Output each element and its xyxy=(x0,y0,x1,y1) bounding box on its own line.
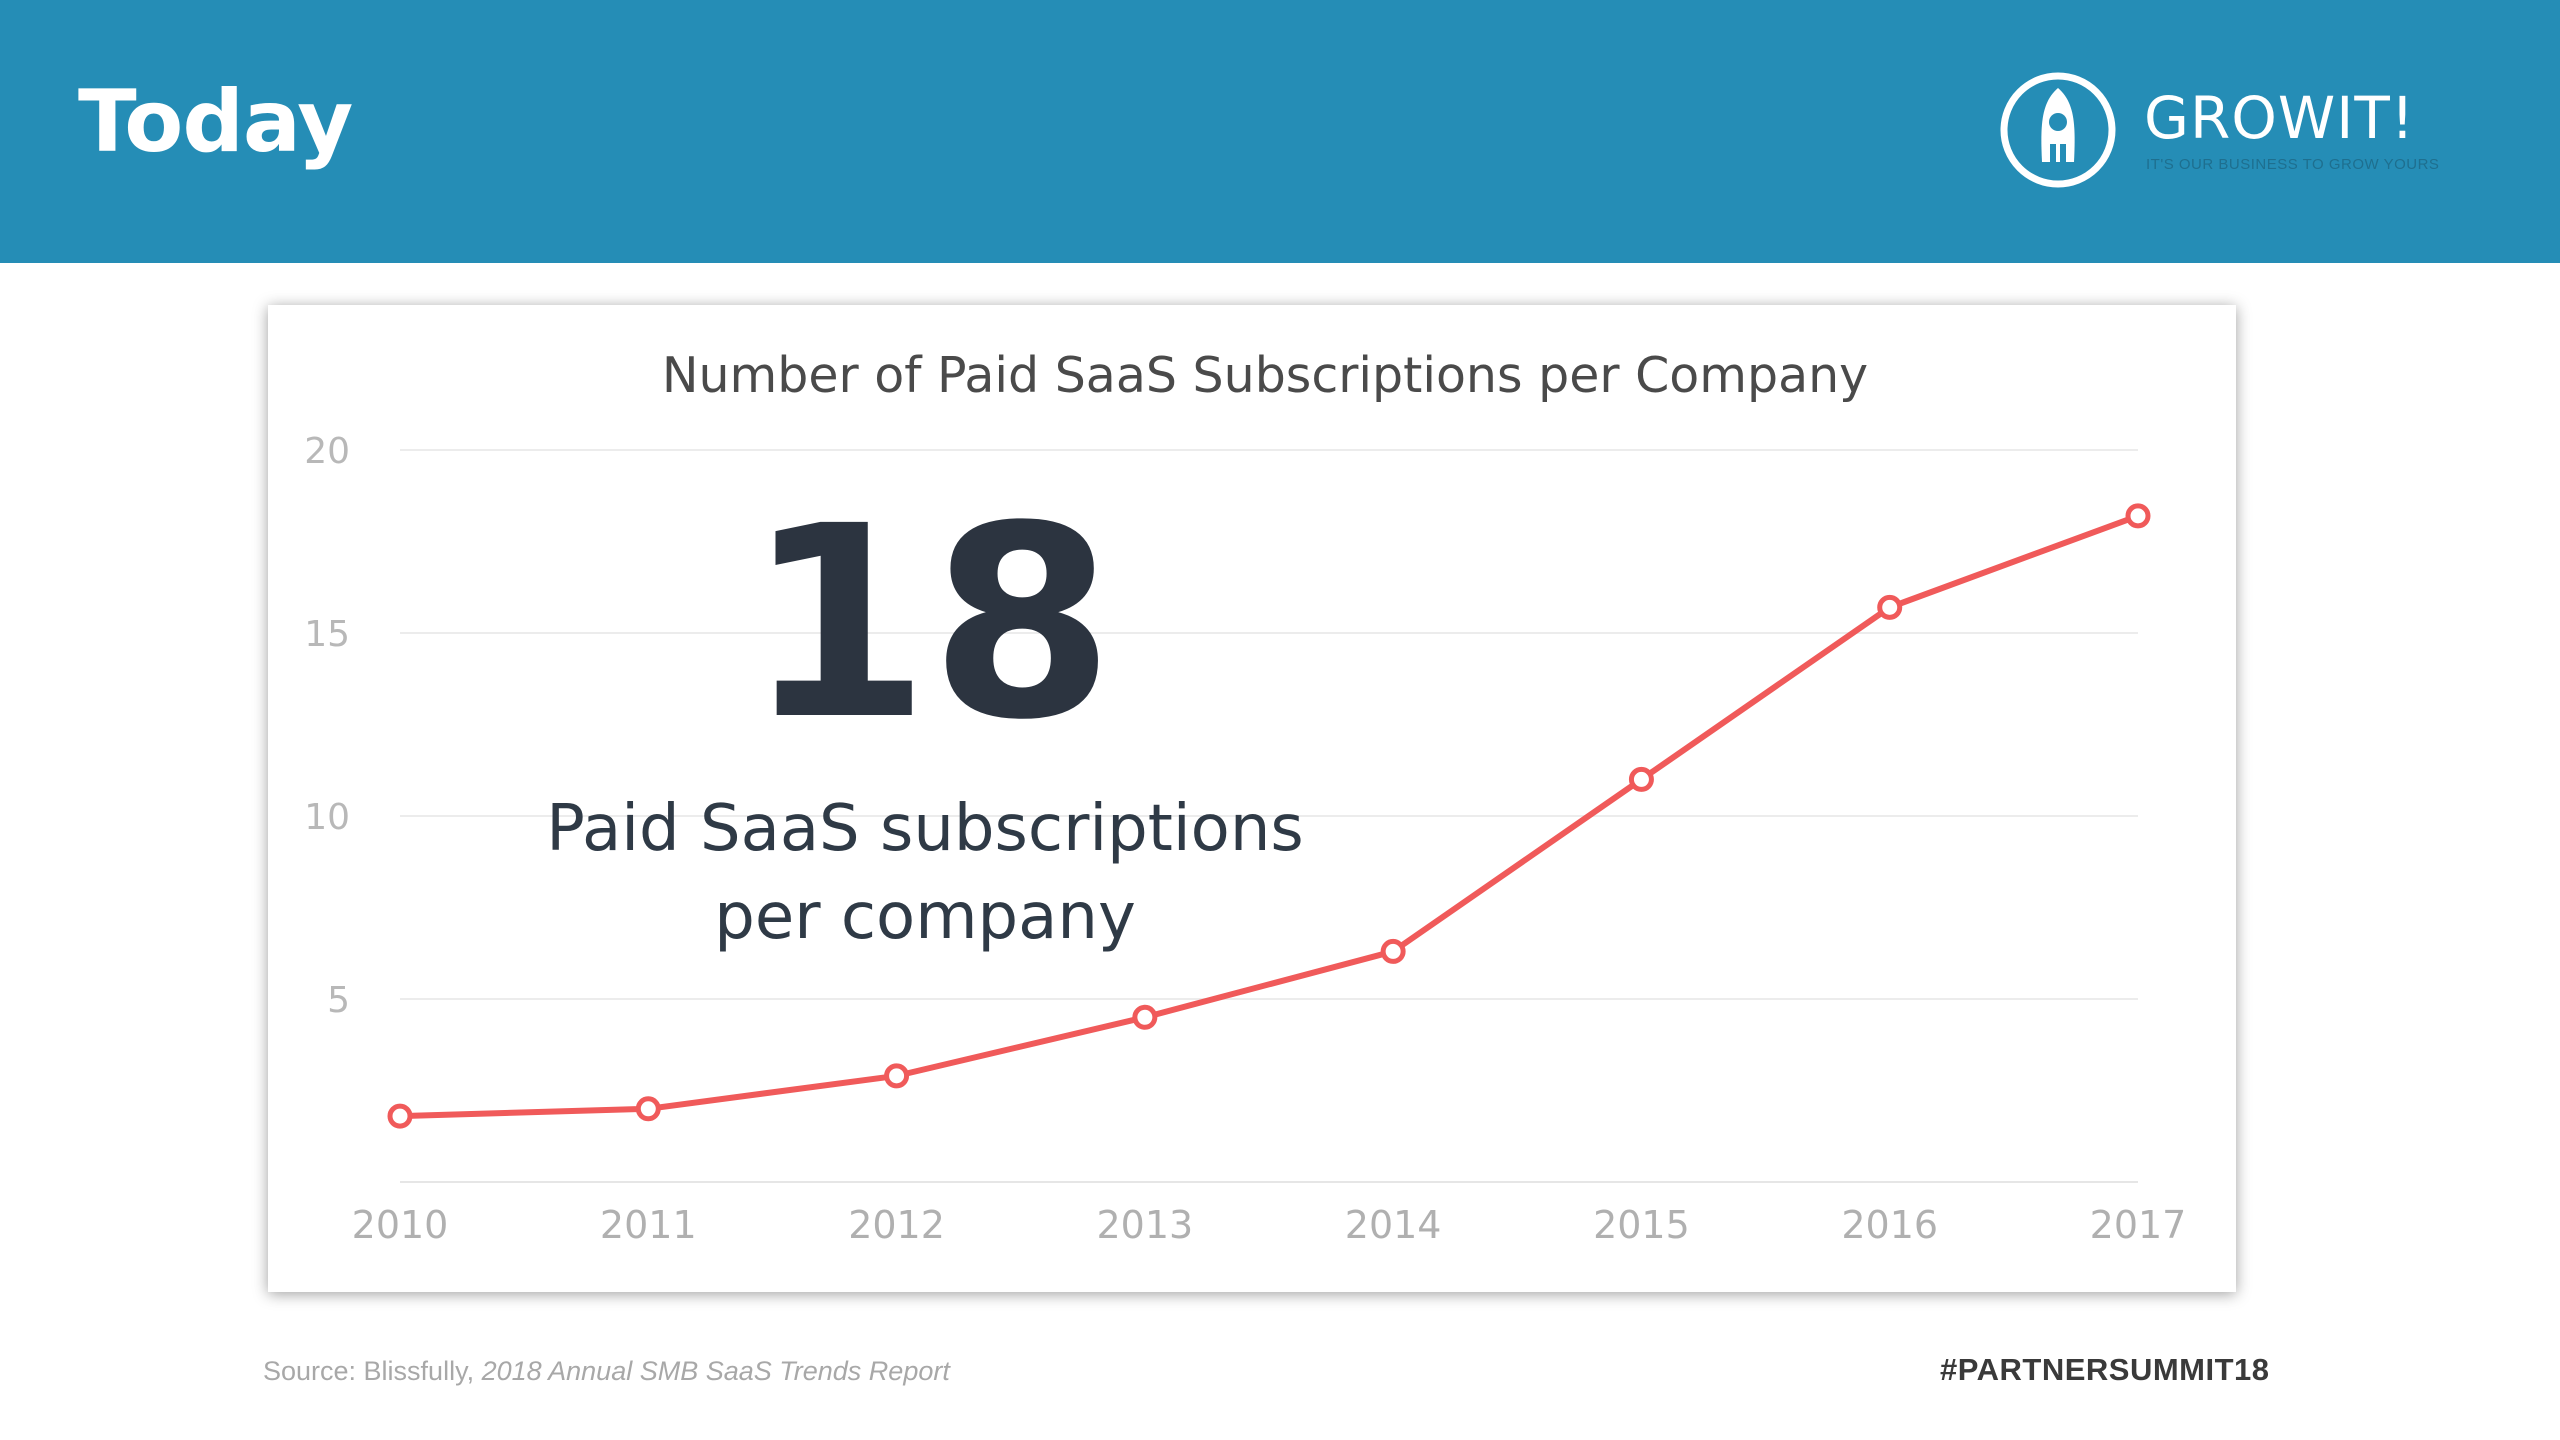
source-prefix: Source: Blissfully, xyxy=(263,1356,482,1386)
rocket-icon xyxy=(2000,72,2116,188)
y-tick-label: 5 xyxy=(327,980,350,1021)
data-point xyxy=(1877,594,1903,620)
annotation-caption-line1: Paid SaaS subscriptions xyxy=(546,792,1303,866)
series-group xyxy=(387,503,2151,1129)
logo-tagline: It's our business to grow yours xyxy=(2146,156,2440,173)
x-tick-label: 2014 xyxy=(1345,1203,1442,1247)
big-number: 18 xyxy=(746,470,1115,778)
data-point xyxy=(884,1063,910,1089)
x-tick-label: 2017 xyxy=(2090,1203,2187,1247)
y-tick-label: 15 xyxy=(304,614,350,655)
logo-name: GROWIT! xyxy=(2144,84,2416,152)
slide-title: Today xyxy=(78,72,353,172)
y-tick-label: 20 xyxy=(304,431,350,472)
series-line xyxy=(399,513,2140,1120)
event-hashtag: #PARTNERSUMMIT18 xyxy=(1940,1352,2270,1387)
source-report: 2018 Annual SMB SaaS Trends Report xyxy=(481,1356,950,1386)
x-tick-label: 2013 xyxy=(1096,1203,1193,1247)
data-point xyxy=(1380,938,1406,964)
x-axis-ticks: 2010 2011 2012 2013 2014 2015 2016 2017 xyxy=(352,1203,2187,1247)
line-chart: Number of Paid SaaS Subscriptions per Co… xyxy=(304,347,2187,1247)
data-point xyxy=(2125,503,2151,529)
x-tick-label: 2010 xyxy=(352,1203,449,1247)
data-point xyxy=(1132,1004,1158,1030)
x-tick-label: 2012 xyxy=(848,1203,945,1247)
annotation-caption-line2: per company xyxy=(714,880,1136,954)
data-point xyxy=(635,1096,661,1122)
y-tick-label: 10 xyxy=(304,797,350,838)
x-tick-label: 2015 xyxy=(1593,1203,1690,1247)
growit-logo: GROWIT! It's our business to grow yours xyxy=(1998,66,2458,196)
y-axis-ticks: 20 15 10 5 xyxy=(304,431,350,1021)
chart-title: Number of Paid SaaS Subscriptions per Co… xyxy=(662,347,1868,404)
data-point xyxy=(1628,766,1654,792)
x-tick-label: 2016 xyxy=(1841,1203,1938,1247)
data-point xyxy=(387,1103,413,1129)
header-bar: Today GROWIT! It's our business to grow … xyxy=(0,0,2560,263)
source-citation: Source: Blissfully, 2018 Annual SMB SaaS… xyxy=(263,1356,950,1387)
chart-card: Number of Paid SaaS Subscriptions per Co… xyxy=(268,305,2236,1292)
x-tick-label: 2011 xyxy=(600,1203,697,1247)
